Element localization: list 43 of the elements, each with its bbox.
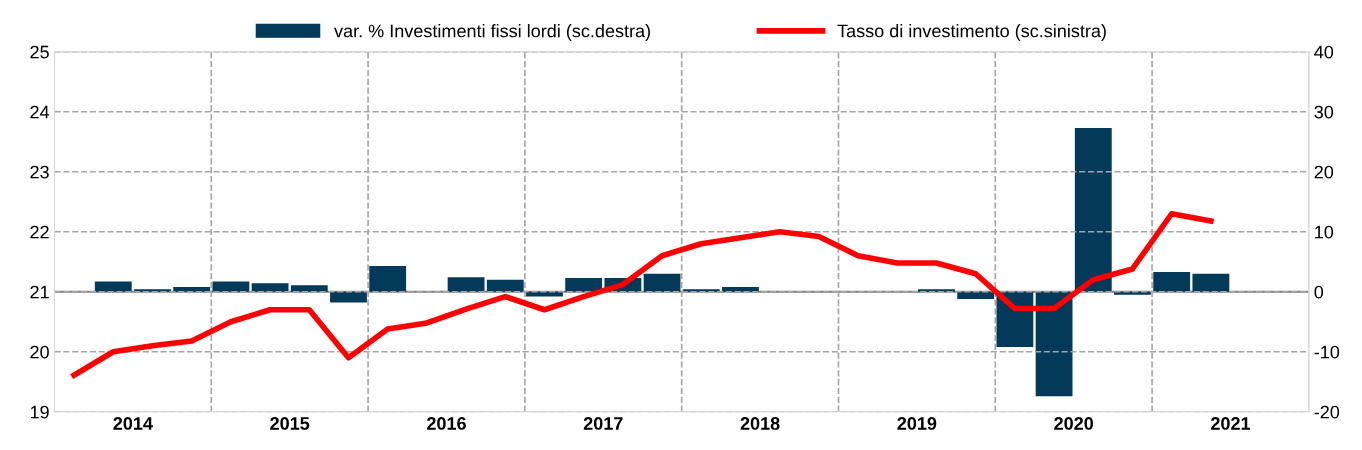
y2-tick-label: -10 (1314, 345, 1340, 359)
x-tick-label: 2018 (740, 417, 780, 430)
legend-label: var. % Investimenti fissi lordi (sc.destra) (334, 24, 650, 41)
y2-tick-label: 30 (1314, 105, 1334, 119)
x-tick-label: 2017 (583, 417, 623, 430)
bar (134, 289, 171, 292)
y-tick-label: 23 (30, 165, 49, 179)
y2-tick-label: 40 (1314, 45, 1334, 59)
legend-label: Tasso di investimento (sc.sinistra) (837, 24, 1106, 41)
bar (251, 283, 289, 292)
bar (682, 289, 720, 292)
bar (173, 286, 211, 292)
x-tick-label: 2016 (427, 417, 466, 430)
bar (643, 273, 681, 292)
bar (290, 285, 328, 292)
y-tick-label: 20 (30, 345, 49, 359)
y2-tick-label: -20 (1314, 405, 1340, 419)
bar (94, 281, 132, 292)
bar (1035, 291, 1073, 397)
x-tick-label: 2020 (1054, 417, 1094, 430)
bar (369, 265, 407, 292)
x-tick-label: 2015 (270, 417, 310, 430)
y-tick-label: 19 (30, 405, 49, 419)
bar (1153, 271, 1191, 292)
x-tick-label: 2014 (113, 417, 153, 430)
x-tick-label: 2019 (897, 417, 937, 430)
y-tick-label: 22 (30, 225, 49, 239)
y-tick-label: 21 (30, 285, 49, 299)
y2-tick-label: 20 (1314, 165, 1334, 179)
bar (565, 277, 603, 292)
bar (1192, 273, 1230, 292)
bar (330, 291, 367, 303)
bar (1074, 127, 1112, 292)
y2-tick-label: 0 (1314, 285, 1324, 299)
bar (722, 286, 759, 292)
bar (212, 281, 250, 292)
bar (918, 289, 955, 292)
y2-tick-label: 10 (1315, 225, 1334, 239)
x-tick-label: 2021 (1211, 417, 1251, 430)
y-tick-label: 25 (30, 45, 49, 59)
bar (486, 279, 524, 292)
y-tick-label: 24 (30, 105, 50, 119)
bar (447, 277, 485, 292)
